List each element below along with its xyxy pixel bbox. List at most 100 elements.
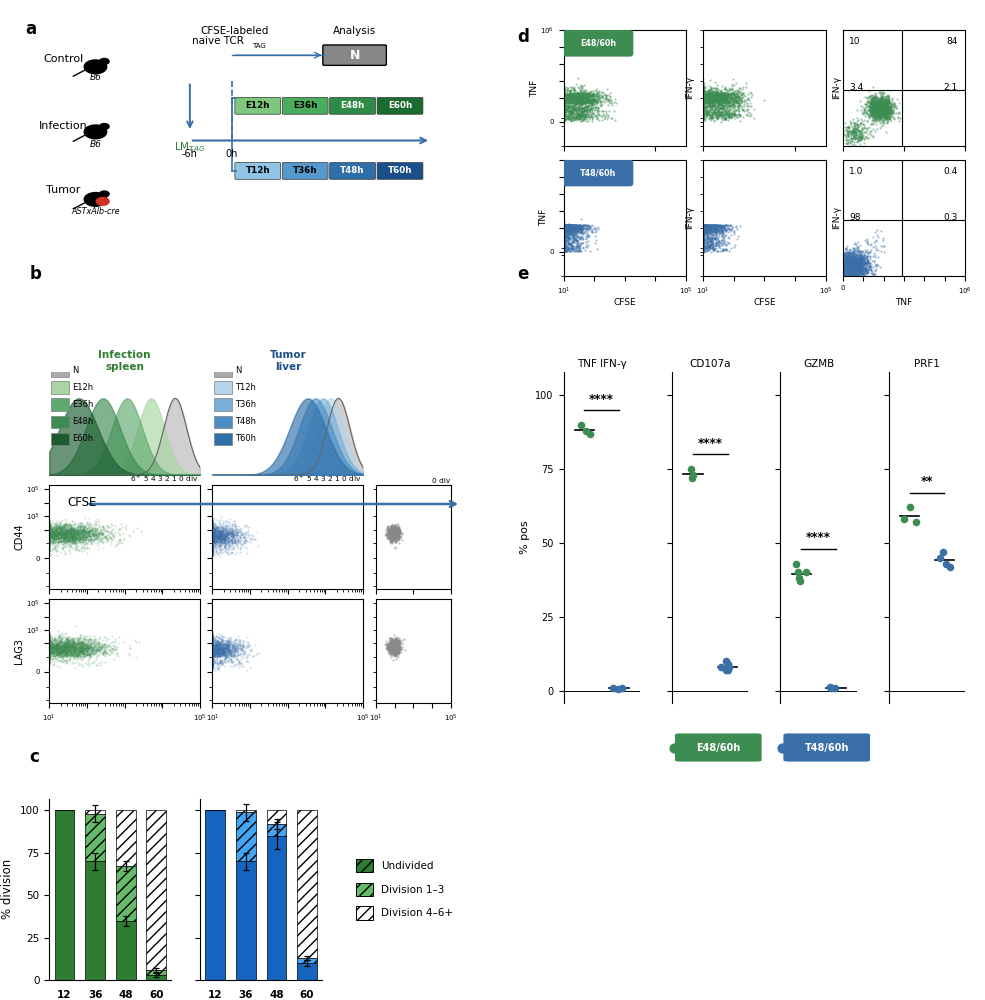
Point [578,103,594,119]
Point [41,644,57,660]
Point [67,636,83,652]
Point [578,111,594,127]
Point [211,534,227,550]
Point [223,643,238,659]
Point [875,103,890,119]
Point [205,636,221,652]
Point [702,90,718,106]
Point [205,657,221,673]
Point [729,91,745,107]
Point [219,643,234,659]
Point [556,217,571,233]
Point [384,640,400,656]
Point [828,256,844,272]
Point [216,640,231,656]
Point [207,639,223,655]
Point [695,221,711,237]
Point [211,529,227,545]
Point [205,528,221,544]
Point [827,262,843,278]
Point [42,524,58,540]
Point [850,257,866,273]
Point [558,242,573,258]
Point [205,524,221,540]
Point [581,109,597,125]
Point [722,93,738,109]
Bar [51,433,69,445]
Point [393,641,409,657]
Point [205,641,221,657]
Point [61,527,77,543]
Point [205,528,221,544]
Point [714,95,730,111]
Point [66,515,82,531]
Point [839,125,855,141]
Point [704,97,720,113]
Point [695,79,711,95]
Point [848,252,864,268]
Point [841,248,857,264]
Point [873,97,888,113]
Point [205,533,221,549]
Point [385,638,401,654]
Point [205,534,221,550]
Point [88,530,103,546]
Point [41,528,57,544]
Point [869,102,885,118]
Point [695,86,711,102]
Point [205,526,221,542]
Point [64,644,80,660]
Point [82,646,98,662]
Point [853,272,869,288]
Point [572,225,588,241]
Point [229,648,244,664]
Point [853,252,869,268]
Point [41,640,57,656]
Point [222,539,237,555]
Point [226,658,241,674]
Point [44,530,60,546]
Point [67,527,83,543]
Point [738,94,754,110]
Point [67,637,83,653]
Point [570,88,586,104]
Point [386,638,402,654]
Point [205,646,221,662]
Point [386,529,402,545]
Point [852,116,868,132]
Point [383,641,399,657]
Point [563,219,579,235]
Point [695,222,711,238]
Point [232,651,248,667]
Point [709,88,725,104]
Point [388,525,404,541]
Point [205,515,221,531]
Point [226,641,241,657]
Point [205,647,221,663]
Point [875,103,890,119]
Point [205,637,221,653]
Point [865,103,881,119]
Point [205,644,221,660]
Point [844,255,860,271]
Point [733,107,749,123]
Point [205,634,221,650]
Point [600,81,616,97]
Point [76,640,92,656]
Point [211,519,227,535]
Point [851,262,867,278]
Point [205,647,221,663]
Point [42,522,58,538]
Point [580,94,596,110]
Point [44,637,60,653]
Point [835,256,851,272]
Point [870,107,886,123]
Point [41,526,57,542]
Point [565,238,581,254]
Point [387,647,403,663]
Point [844,252,860,268]
Point [233,636,249,652]
Point [41,645,57,661]
Point [233,640,249,656]
Point [205,639,221,655]
